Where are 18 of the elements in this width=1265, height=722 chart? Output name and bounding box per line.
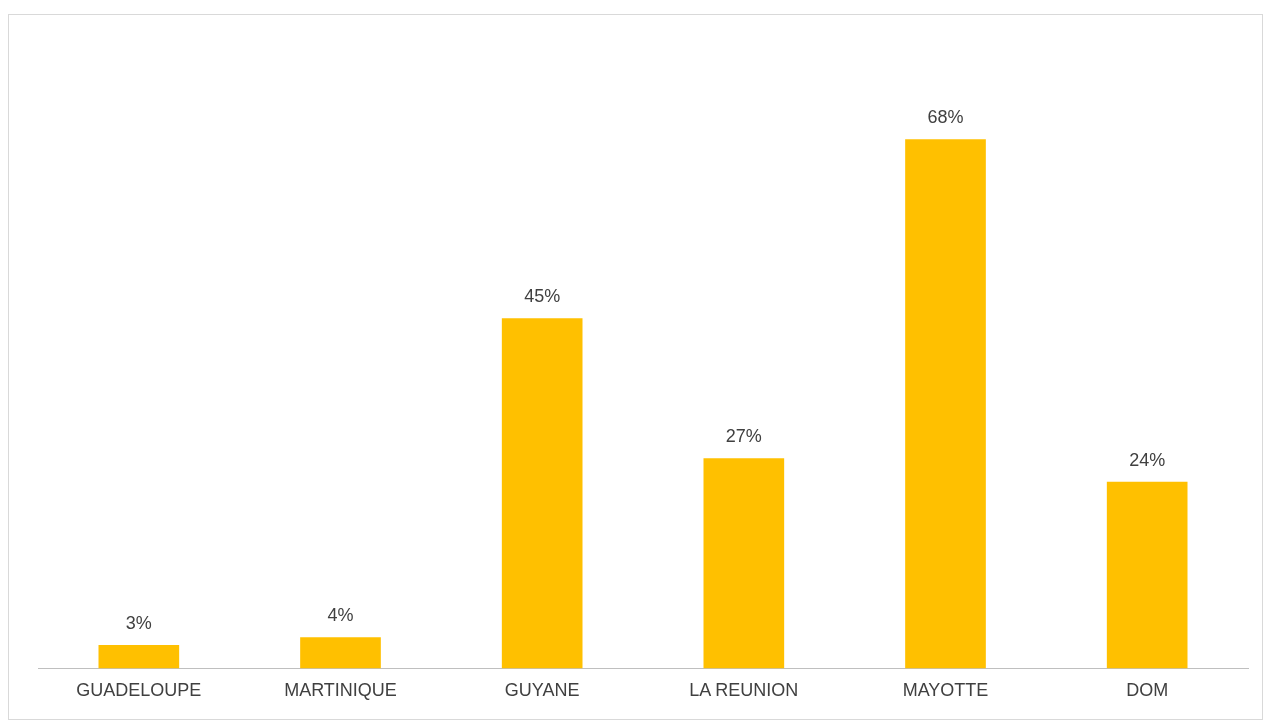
x-tick-label: MARTINIQUE (284, 680, 397, 701)
data-label: 24% (1129, 449, 1166, 470)
bar (300, 637, 381, 669)
x-tick-label: GUYANE (504, 680, 580, 701)
bar (905, 139, 986, 669)
data-label: 4% (327, 605, 354, 626)
x-tick-label: DOM (1126, 680, 1169, 701)
x-tick-label: LA REUNION (689, 680, 799, 701)
bar (98, 645, 180, 669)
data-label: 45% (524, 286, 561, 307)
bar (1106, 481, 1188, 669)
data-label: 27% (725, 426, 762, 447)
data-label: 3% (125, 613, 152, 634)
data-label: 68% (927, 107, 964, 128)
bar (703, 458, 785, 669)
x-tick-label: MAYOTTE (902, 680, 989, 701)
bar (501, 318, 583, 669)
x-tick-label: GUADELOUPE (76, 680, 202, 701)
